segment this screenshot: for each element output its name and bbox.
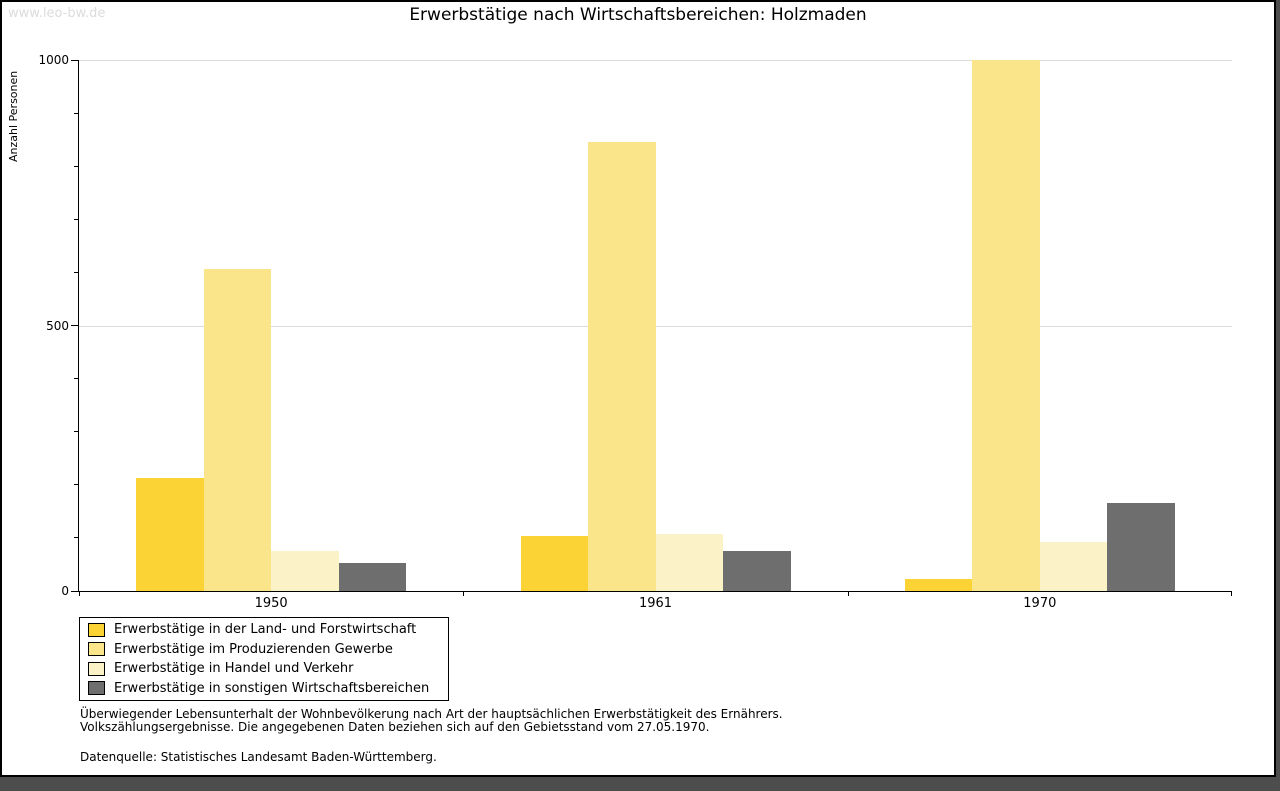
legend-swatch-2: [88, 642, 105, 657]
footnote-line-2: Volkszählungsergebnisse. Die angegebenen…: [80, 719, 710, 734]
legend-item-3: Erwerbstätige in Handel und Verkehr: [88, 659, 448, 678]
bar-1961-series-4: [723, 550, 791, 591]
bar-1970-series-3: [1039, 542, 1108, 591]
legend-box: Erwerbstätige in der Land- und Forstwirt…: [79, 617, 449, 701]
y-minor-tick-100: [74, 537, 79, 539]
y-tick-label-1000: 1000: [38, 53, 69, 67]
bar-1950-series-4: [338, 563, 407, 591]
bar-1970-series-1: [904, 579, 973, 591]
legend-label-4: Erwerbstätige in sonstigen Wirtschaftsbe…: [114, 680, 430, 696]
legend-item-1: Erwerbstätige in der Land- und Forstwirt…: [88, 620, 448, 639]
footnote-line-1: Überwiegender Lebensunterhalt der Wohnbe…: [80, 707, 783, 721]
chart-window: www.leo-bw.de Erwerbstätige nach Wirtsch…: [0, 0, 1276, 777]
bar-1961-series-1: [520, 535, 588, 591]
legend-label-1: Erwerbstätige in der Land- und Forstwirt…: [114, 622, 417, 638]
chart-title: Erwerbstätige nach Wirtschaftsbereichen:…: [409, 5, 867, 25]
bar-1950-series-1: [136, 477, 204, 591]
legend-item-2: Erwerbstätige im Produzierenden Gewerbe: [88, 640, 448, 659]
x-tick-3: [1231, 591, 1232, 596]
x-tick-2: [847, 591, 849, 596]
legend-label-3: Erwerbstätige in Handel und Verkehr: [114, 661, 354, 677]
y-axis-label: Anzahl Personen: [7, 70, 20, 162]
bar-1950-series-2: [203, 268, 272, 591]
bar-1961-series-2: [588, 142, 656, 591]
y-minor-tick-200: [74, 484, 79, 486]
watermark: www.leo-bw.de: [8, 6, 106, 21]
legend-swatch-3: [88, 661, 105, 676]
plot-area: 0 500 1000 1950 1961 1970: [38, 53, 1232, 611]
x-category-label-1950: 1950: [254, 596, 288, 611]
y-tick-500: [71, 325, 79, 326]
gridline-1000: [79, 60, 1232, 61]
bar-1970-series-2: [972, 60, 1040, 591]
footnote-text: Überwiegender Lebensunterhalt der Wohnbe…: [80, 708, 783, 733]
legend-swatch-1: [88, 622, 105, 637]
x-category-label-1961: 1961: [638, 596, 673, 611]
bar-1961-series-3: [655, 534, 723, 591]
x-tick-0: [79, 591, 80, 596]
y-minor-tick-900: [74, 112, 79, 114]
legend-swatch-4: [88, 681, 105, 696]
gridline-500: [79, 325, 1232, 327]
y-tick-0: [71, 590, 79, 592]
x-category-label-1970: 1970: [1023, 596, 1057, 611]
y-minor-tick-800: [74, 165, 79, 167]
legend-item-4: Erwerbstätige in sonstigen Wirtschaftsbe…: [88, 679, 448, 698]
bar-1970-series-4: [1107, 502, 1175, 591]
y-tick-label-500: 500: [46, 318, 69, 333]
bar-1950-series-3: [271, 550, 339, 591]
y-minor-tick-400: [74, 378, 79, 380]
y-tick-label-0: 0: [61, 584, 69, 598]
y-tick-1000: [71, 59, 79, 61]
y-minor-tick-600: [74, 271, 79, 273]
source-note: Datenquelle: Statistisches Landesamt Bad…: [80, 750, 437, 764]
x-tick-1: [463, 591, 465, 596]
y-minor-tick-700: [74, 218, 79, 220]
legend-label-2: Erwerbstätige im Produzierenden Gewerbe: [114, 641, 393, 657]
y-minor-tick-300: [74, 431, 79, 433]
